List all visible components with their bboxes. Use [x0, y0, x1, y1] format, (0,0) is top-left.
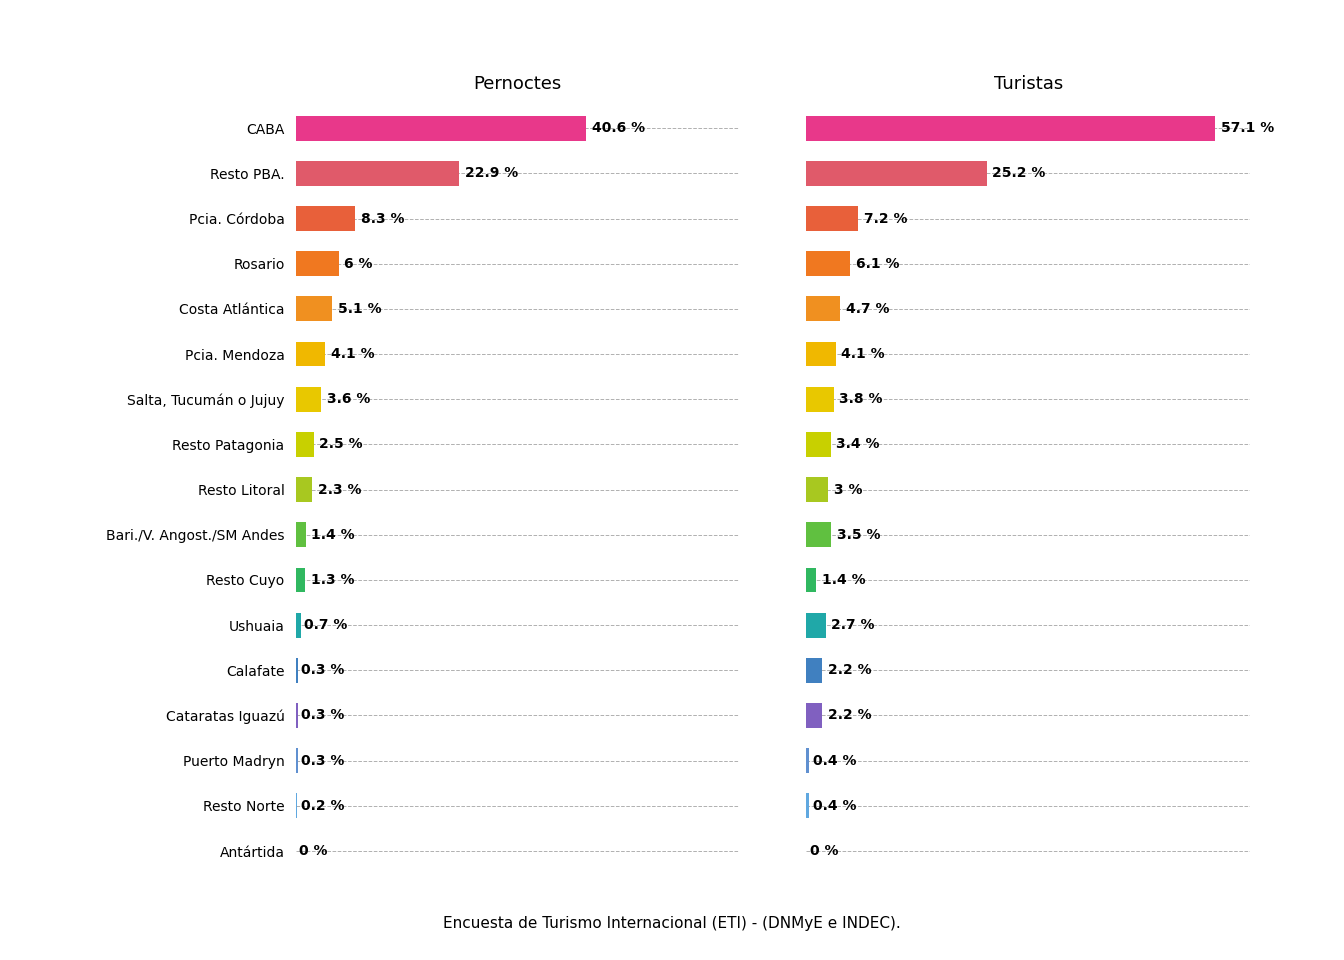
- Text: 0.3 %: 0.3 %: [301, 708, 345, 723]
- Text: 4.1 %: 4.1 %: [331, 348, 375, 361]
- Bar: [806, 206, 857, 231]
- Text: 2.3 %: 2.3 %: [317, 483, 362, 496]
- Text: 22.9 %: 22.9 %: [465, 166, 519, 180]
- Text: 4.7 %: 4.7 %: [845, 301, 890, 316]
- Bar: [806, 387, 833, 412]
- Text: 0.7 %: 0.7 %: [304, 618, 348, 632]
- Text: 57.1 %: 57.1 %: [1220, 121, 1274, 135]
- Text: 8.3 %: 8.3 %: [360, 211, 405, 226]
- Bar: [296, 522, 305, 547]
- Text: 3.5 %: 3.5 %: [837, 528, 880, 541]
- Bar: [296, 748, 298, 773]
- Text: 0 %: 0 %: [300, 844, 328, 858]
- Title: Pernoctes: Pernoctes: [473, 75, 562, 93]
- Bar: [296, 703, 298, 728]
- Bar: [806, 252, 849, 276]
- Bar: [806, 477, 828, 502]
- Bar: [806, 612, 825, 637]
- Text: 0.3 %: 0.3 %: [301, 754, 345, 768]
- Text: 1.4 %: 1.4 %: [823, 573, 866, 587]
- Text: 5.1 %: 5.1 %: [337, 301, 382, 316]
- Text: 4.1 %: 4.1 %: [841, 348, 886, 361]
- Text: 25.2 %: 25.2 %: [992, 166, 1046, 180]
- Text: 6.1 %: 6.1 %: [856, 256, 899, 271]
- Text: 2.5 %: 2.5 %: [320, 438, 363, 451]
- Bar: [806, 658, 823, 683]
- Bar: [806, 342, 836, 367]
- Text: 0.4 %: 0.4 %: [813, 799, 856, 813]
- Bar: [806, 748, 809, 773]
- Text: 1.4 %: 1.4 %: [312, 528, 355, 541]
- Text: 3.4 %: 3.4 %: [836, 438, 880, 451]
- Bar: [296, 793, 297, 818]
- Bar: [806, 703, 823, 728]
- Bar: [296, 206, 355, 231]
- Bar: [806, 793, 809, 818]
- Bar: [806, 522, 832, 547]
- Text: 0.3 %: 0.3 %: [301, 663, 345, 678]
- Title: Turistas: Turistas: [993, 75, 1063, 93]
- Text: 0.2 %: 0.2 %: [301, 799, 344, 813]
- Text: 6 %: 6 %: [344, 256, 372, 271]
- Text: 40.6 %: 40.6 %: [591, 121, 645, 135]
- Bar: [296, 567, 305, 592]
- Bar: [296, 658, 298, 683]
- Text: 0.4 %: 0.4 %: [813, 754, 856, 768]
- Bar: [296, 612, 301, 637]
- Text: 3 %: 3 %: [833, 483, 862, 496]
- Bar: [806, 567, 816, 592]
- Bar: [296, 477, 312, 502]
- Bar: [296, 252, 339, 276]
- Text: 3.6 %: 3.6 %: [327, 393, 371, 406]
- Bar: [806, 297, 840, 322]
- Bar: [296, 161, 460, 186]
- Bar: [806, 161, 986, 186]
- Text: Encuesta de Turismo Internacional (ETI) - (DNMyE e INDEC).: Encuesta de Turismo Internacional (ETI) …: [444, 916, 900, 931]
- Bar: [296, 116, 586, 140]
- Bar: [296, 342, 325, 367]
- Text: 1.3 %: 1.3 %: [310, 573, 355, 587]
- Bar: [296, 387, 321, 412]
- Text: 2.2 %: 2.2 %: [828, 708, 871, 723]
- Text: 2.2 %: 2.2 %: [828, 663, 871, 678]
- Text: 3.8 %: 3.8 %: [839, 393, 883, 406]
- Text: 7.2 %: 7.2 %: [864, 211, 907, 226]
- Text: 2.7 %: 2.7 %: [832, 618, 875, 632]
- Bar: [806, 432, 831, 457]
- Bar: [296, 297, 332, 322]
- Bar: [806, 116, 1215, 140]
- Bar: [296, 432, 313, 457]
- Text: 0 %: 0 %: [810, 844, 839, 858]
